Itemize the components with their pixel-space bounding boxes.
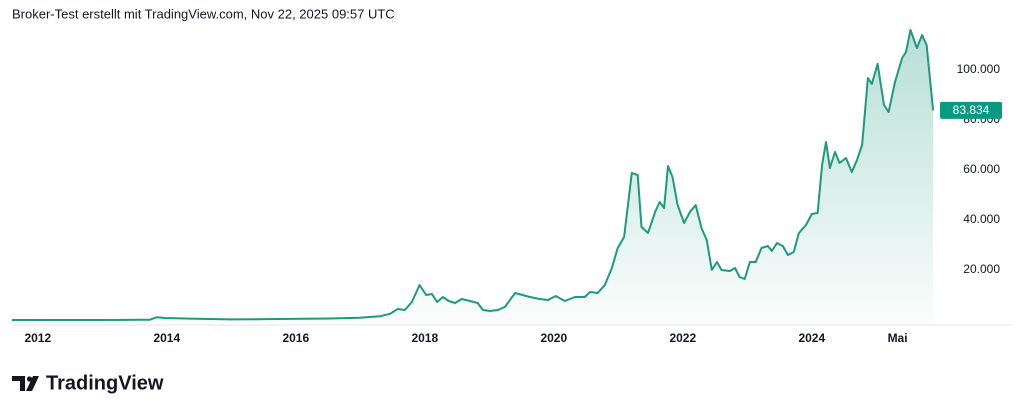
y-tick-label: 20.000 [963,262,1000,276]
x-tick-label: 2018 [411,331,438,345]
logo [12,376,39,391]
price-label-box [940,101,1002,119]
x-tick-label: 2012 [24,331,51,345]
x-tick-label: 2024 [798,331,825,345]
x-tick-label: 2022 [669,331,696,345]
header: Broker-Test erstellt mit TradingView.com… [12,6,395,21]
y-tick-label: 60.000 [963,162,1000,176]
x-tick-label: 2020 [540,331,567,345]
y-tick-label: 100.000 [957,62,1001,76]
x-tick-label: 2016 [282,331,309,345]
area [12,30,934,322]
line [12,29,935,321]
x-tick-label: 2014 [153,331,180,345]
x-tick-label: Mai [888,331,908,345]
price-label: 83.834 [953,103,990,117]
brand: TradingView [46,372,164,394]
y-tick-label: 40.000 [963,212,1000,226]
